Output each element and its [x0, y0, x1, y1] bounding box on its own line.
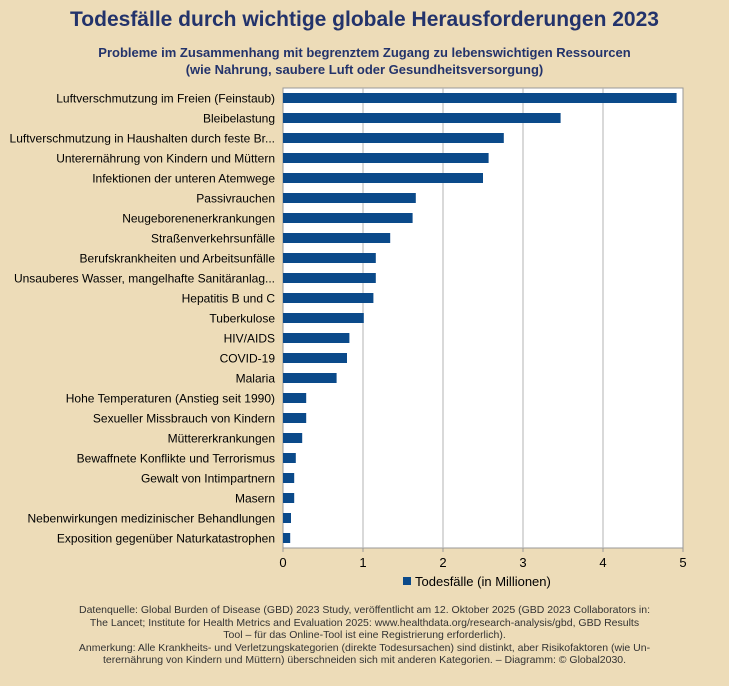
category-label: HIV/AIDS	[224, 332, 275, 346]
source-line: The Lancet; Institute for Health Metrics…	[89, 616, 640, 629]
bar	[283, 493, 295, 503]
x-tick-labels: 0 1 2 3 4 5	[279, 555, 686, 570]
bar	[283, 413, 307, 423]
x-tick-label: 2	[439, 555, 446, 570]
category-label: Hepatitis B und C	[182, 292, 276, 306]
bar	[283, 173, 483, 183]
legend: Todesfälle (in Millionen)	[403, 574, 551, 589]
source-line: Tool – für das Online-Tool ist eine Regi…	[223, 629, 506, 641]
source-note: Datenquelle: Global Burden of Disease (G…	[40, 604, 689, 667]
chart-title: Todesfälle durch wichtige globale Heraus…	[70, 8, 659, 31]
category-label: Unsauberes Wasser, mangelhafte Sanitäran…	[14, 272, 275, 286]
bar	[283, 353, 347, 363]
bar	[283, 473, 295, 483]
category-label: Sexueller Missbrauch von Kindern	[93, 412, 275, 426]
category-labels: Luftverschmutzung im Freien (Feinstaub) B…	[10, 92, 276, 546]
bar	[283, 93, 677, 103]
x-tick-label: 0	[279, 555, 286, 570]
x-tick-label: 4	[599, 555, 606, 570]
category-label: Passivrauchen	[196, 192, 275, 206]
category-label: Straßenverkehrsunfälle	[151, 232, 275, 246]
bar	[283, 453, 296, 463]
bar	[283, 133, 504, 143]
category-label: COVID-19	[220, 352, 276, 366]
bar	[283, 213, 413, 223]
legend-swatch	[403, 577, 411, 585]
category-label: Exposition gegenüber Naturkatastrophen	[57, 532, 275, 546]
bar	[283, 533, 291, 543]
bar	[283, 433, 303, 443]
bar	[283, 333, 350, 343]
category-label: Müttererkrankungen	[168, 432, 275, 446]
category-label: Luftverschmutzung in Haushalten durch fe…	[10, 132, 275, 146]
x-tick-label: 5	[679, 555, 686, 570]
category-label: Neugeborenenerkrankungen	[122, 212, 275, 226]
category-label: Masern	[235, 492, 275, 506]
bars	[283, 93, 677, 543]
category-label: Gewalt von Intimpartnern	[141, 472, 275, 486]
category-label: Malaria	[236, 372, 276, 386]
category-label: Nebenwirkungen medizinischer Behandlunge…	[28, 512, 276, 526]
bar	[283, 293, 374, 303]
category-label: Luftverschmutzung im Freien (Feinstaub)	[56, 92, 275, 106]
subtitle-line: (wie Nahrung, saubere Luft oder Gesundhe…	[185, 62, 544, 77]
bar	[283, 373, 337, 383]
note-line: terernährung von Kindern und Müttern) üb…	[102, 654, 627, 666]
category-label: Bewaffnete Konflikte und Terrorismus	[77, 452, 275, 466]
category-label: Unterernährung von Kindern und Müttern	[56, 152, 275, 166]
category-label: Infektionen der unteren Atemwege	[92, 172, 275, 186]
source-line: Datenquelle: Global Burden of Disease (G…	[78, 604, 650, 616]
x-tick-label: 1	[359, 555, 366, 570]
bar	[283, 193, 416, 203]
bar	[283, 313, 364, 323]
category-label: Bleibelastung	[203, 112, 275, 126]
category-label: Berufskrankheiten und Arbeitsunfälle	[80, 252, 276, 266]
bar	[283, 253, 376, 263]
bar	[283, 153, 489, 163]
bar	[283, 233, 391, 243]
note-line: Anmerkung: Alle Krankheits- und Verletzu…	[78, 641, 651, 654]
chart-subtitle: Probleme im Zusammenhang mit begrenztem …	[0, 44, 729, 78]
bar	[283, 393, 307, 403]
bar	[283, 273, 376, 283]
legend-label: Todesfälle (in Millionen)	[415, 574, 551, 589]
category-label: Hohe Temperaturen (Anstieg seit 1990)	[66, 392, 275, 406]
x-tick-label: 3	[519, 555, 526, 570]
bar-chart: Luftverschmutzung im Freien (Feinstaub) B…	[10, 87, 687, 589]
category-label: Tuberkulose	[209, 312, 275, 326]
bar	[283, 113, 561, 123]
subtitle-line: Probleme im Zusammenhang mit begrenztem …	[98, 45, 631, 60]
bar	[283, 513, 291, 523]
